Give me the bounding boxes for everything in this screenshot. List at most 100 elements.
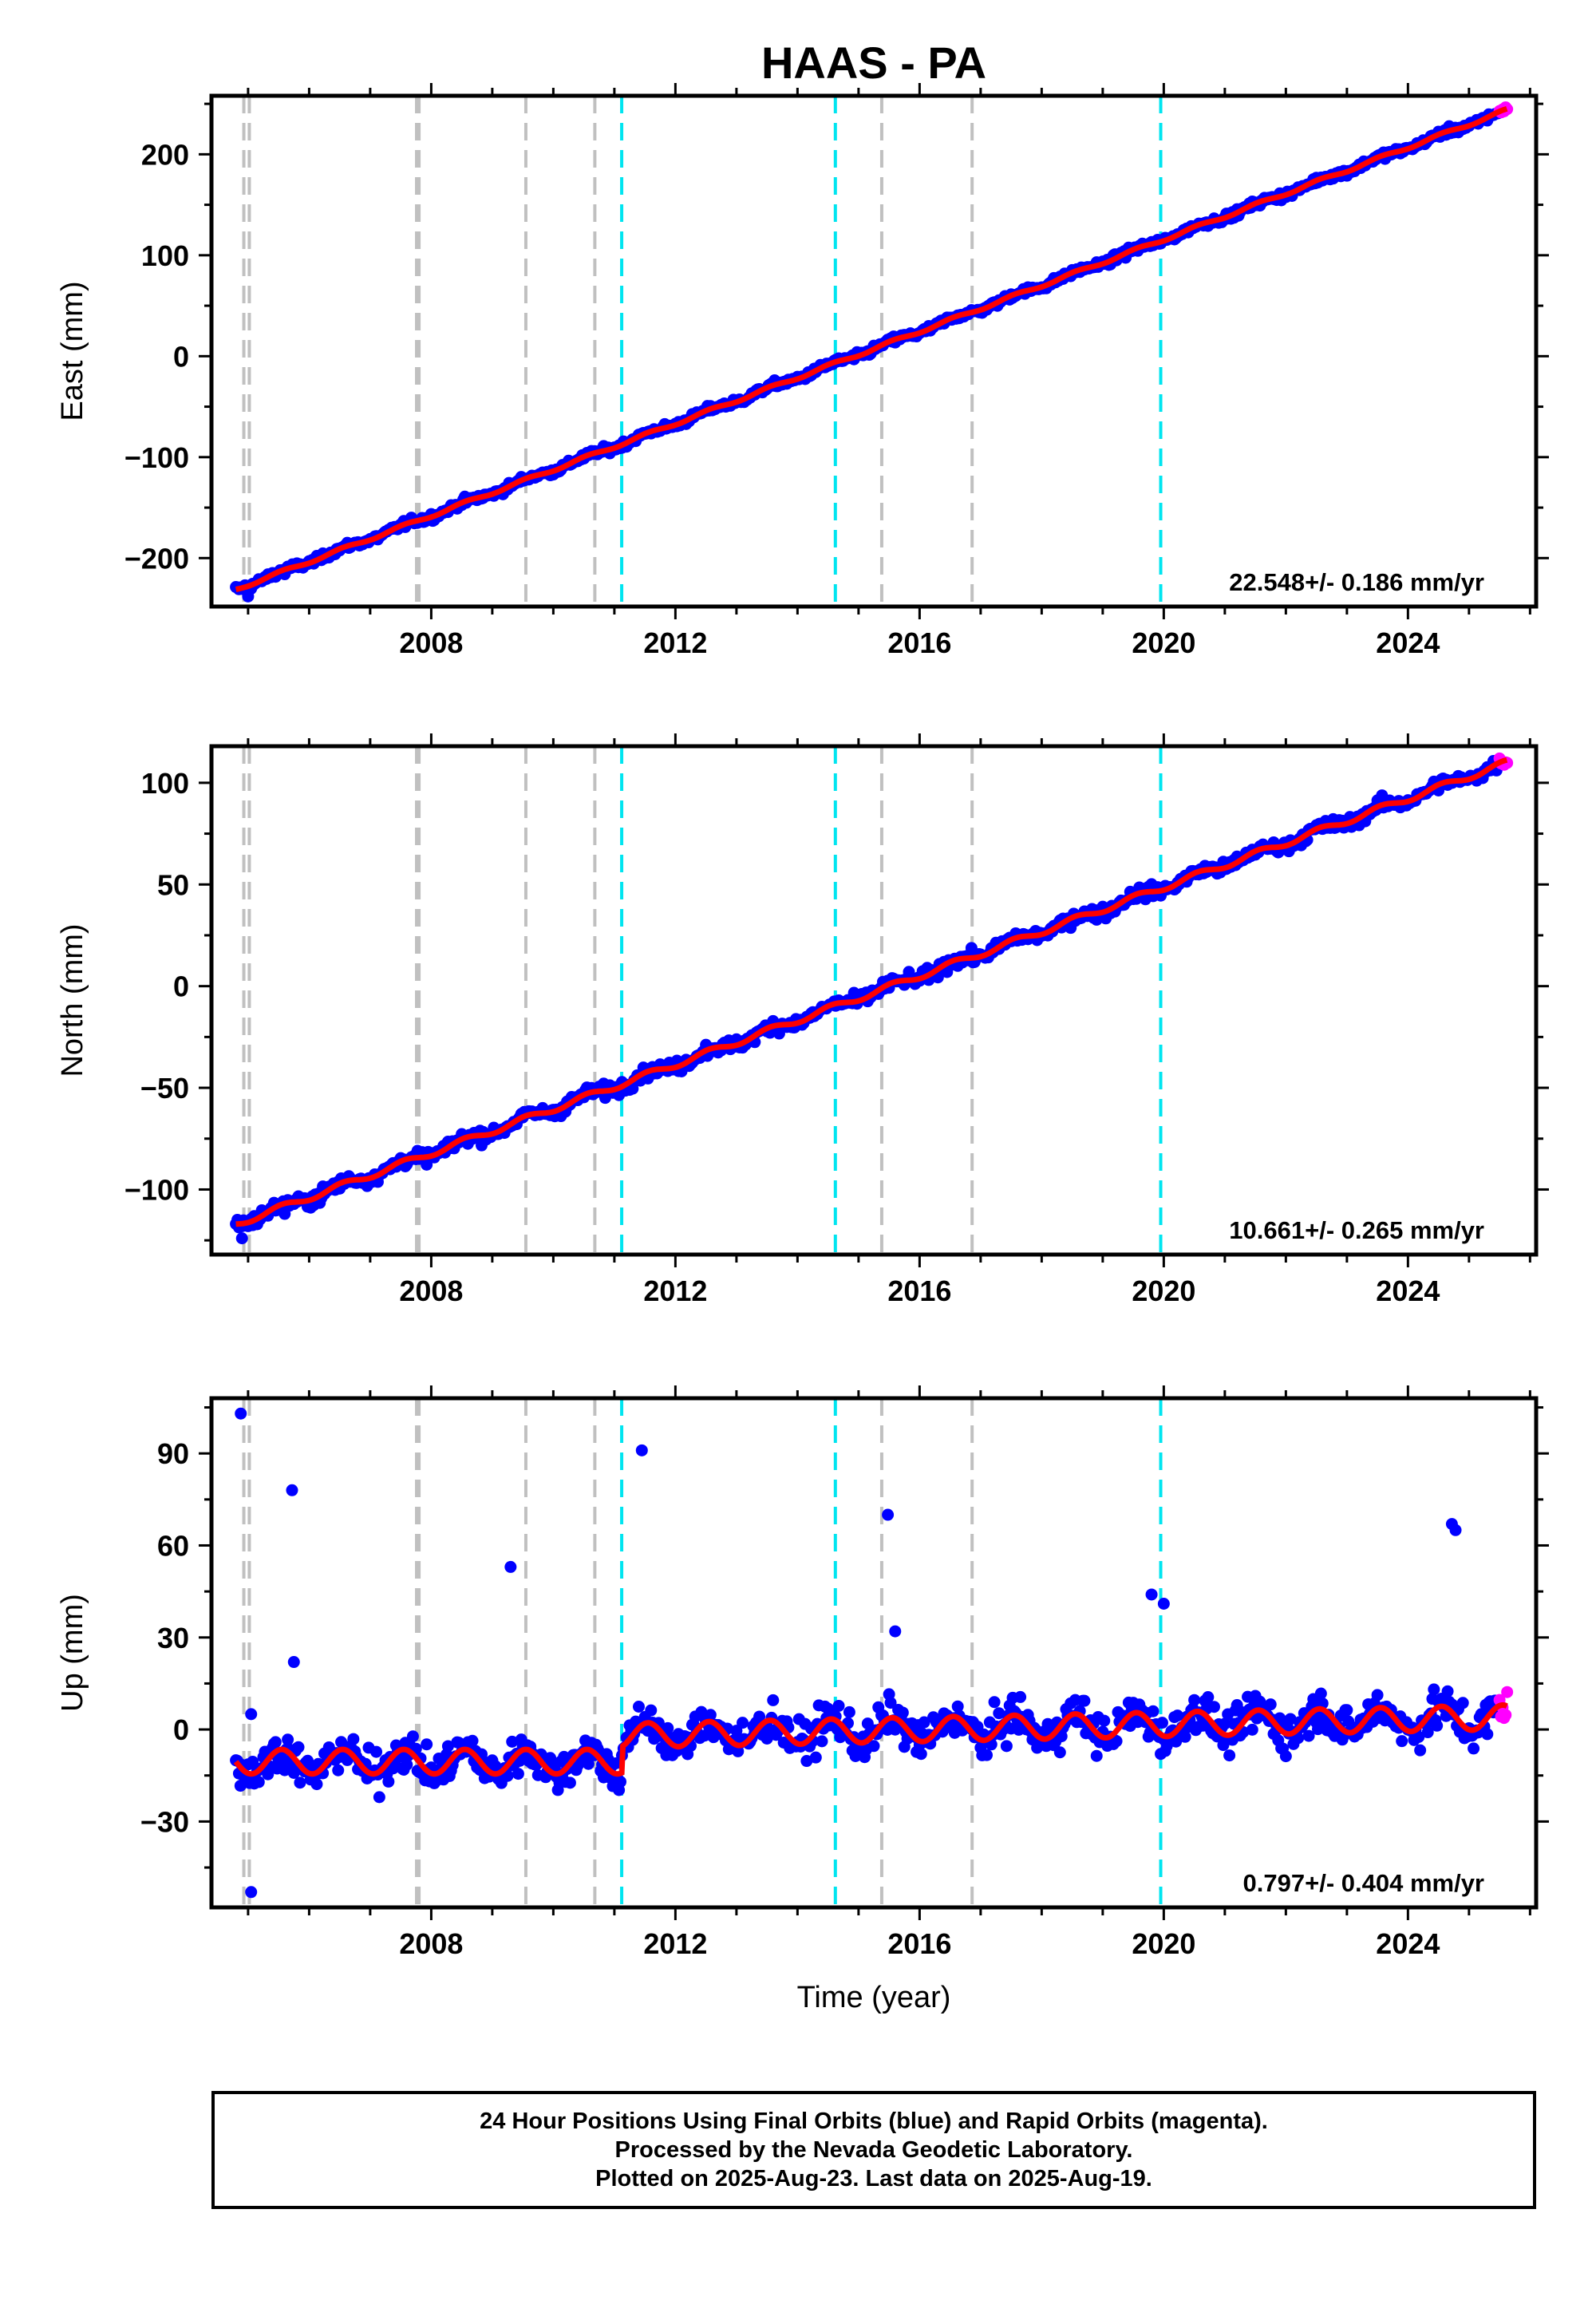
data-point <box>800 1755 813 1768</box>
data-point <box>1246 1723 1258 1736</box>
outlier-point <box>882 1508 895 1521</box>
y-axis-label: Up (mm) <box>56 1594 89 1712</box>
data-point <box>767 1694 780 1706</box>
data-point <box>832 1699 845 1712</box>
data-point <box>981 1749 994 1761</box>
model-fit-line <box>235 105 1508 592</box>
y-tick-label: 100 <box>141 767 189 800</box>
outlier-point <box>635 1444 648 1456</box>
data-point <box>287 1767 300 1780</box>
data-point <box>1501 1686 1514 1698</box>
data-point <box>884 1697 897 1709</box>
y-tick-label: −100 <box>124 441 189 474</box>
data-point <box>753 1710 766 1723</box>
footer-note: 24 Hour Positions Using Final Orbits (bl… <box>211 2091 1536 2209</box>
data-point <box>1188 1694 1201 1706</box>
data-point <box>918 1716 930 1729</box>
x-tick-label: 2024 <box>1376 1275 1440 1307</box>
data-point <box>1441 1685 1454 1697</box>
y-tick-label: 100 <box>141 239 189 272</box>
data-point <box>662 1721 674 1734</box>
rate-label: 22.548+/- 0.186 mm/yr <box>1229 568 1484 596</box>
data-point <box>1207 1701 1220 1713</box>
footer-line-1: 24 Hour Positions Using Final Orbits (bl… <box>480 2109 1268 2134</box>
y-tick-label: 0 <box>173 340 189 373</box>
data-point <box>915 1748 927 1761</box>
data-point <box>563 1777 576 1789</box>
data-point <box>614 1776 627 1788</box>
data-point <box>1090 1749 1103 1762</box>
x-tick-label: 2020 <box>1132 626 1195 659</box>
data-point <box>988 1696 1001 1709</box>
data-point <box>867 1740 880 1753</box>
data-point <box>401 1758 413 1771</box>
data-point <box>896 1706 909 1719</box>
data-point <box>1098 1714 1111 1727</box>
data-point <box>1179 1730 1191 1743</box>
y-tick-label: 50 <box>157 868 189 901</box>
y-tick-label: 30 <box>157 1622 189 1654</box>
data-point <box>1341 1704 1353 1717</box>
data-point <box>809 1751 822 1764</box>
data-point <box>1371 1689 1384 1701</box>
outlier-point <box>287 1656 300 1669</box>
outlier-point <box>245 1886 258 1899</box>
model-fit-line <box>235 757 1508 1227</box>
data-point <box>310 1778 323 1791</box>
outlier-point <box>235 1407 247 1420</box>
outlier-point <box>235 1232 248 1245</box>
data-point <box>1499 1709 1512 1721</box>
x-tick-label: 2016 <box>887 626 951 659</box>
data-point <box>373 1791 385 1804</box>
data-point <box>1456 1697 1469 1709</box>
data-point <box>292 1741 305 1753</box>
data-point <box>1279 1750 1292 1763</box>
data-point <box>512 1768 524 1780</box>
data-point <box>370 1745 383 1758</box>
data-point <box>1156 1717 1168 1729</box>
plot-frame <box>209 93 1539 609</box>
data-point <box>1219 1717 1231 1730</box>
x-tick-label: 2008 <box>399 1927 463 1960</box>
x-tick-label: 2024 <box>1376 1927 1440 1960</box>
y-tick-label: −200 <box>124 542 189 575</box>
y-tick-label: 0 <box>173 970 189 1003</box>
data-point <box>1031 1741 1044 1754</box>
data-point <box>1223 1749 1236 1762</box>
x-tick-label: 2012 <box>643 626 707 659</box>
event-lines <box>242 1398 1163 1907</box>
footer-line-2: Processed by the Nevada Geodetic Laborat… <box>614 2137 1133 2163</box>
x-tick-label: 2012 <box>643 1275 707 1307</box>
data-point <box>1396 1735 1408 1748</box>
model-fit-line <box>233 1702 1508 1777</box>
plot-frame <box>209 744 1539 1257</box>
outlier-point <box>1449 1524 1462 1536</box>
x-tick-label: 2020 <box>1132 1927 1195 1960</box>
data-point <box>347 1733 360 1745</box>
data-point <box>737 1717 749 1729</box>
data-point <box>582 1757 595 1770</box>
footer-line-3: Plotted on 2025-Aug-23. Last data on 202… <box>595 2166 1152 2192</box>
outlier-point <box>286 1484 298 1496</box>
data-point <box>1147 1705 1159 1717</box>
data-point <box>1202 1691 1215 1704</box>
data-point <box>1314 1687 1327 1700</box>
data-point <box>406 1730 419 1743</box>
data-point <box>269 1736 282 1749</box>
data-point <box>816 1735 828 1748</box>
outlier-point <box>1145 1588 1158 1601</box>
data-point <box>252 1776 265 1788</box>
data-points <box>230 1407 1514 1899</box>
data-point <box>1428 1683 1440 1696</box>
y-axis-label: East (mm) <box>56 281 89 421</box>
y-tick-label: −50 <box>140 1072 189 1105</box>
data-point <box>1421 1726 1434 1739</box>
y-tick-label: −100 <box>124 1173 189 1206</box>
plot-frame <box>209 1396 1539 1910</box>
data-point <box>1431 1719 1444 1732</box>
data-point <box>1014 1690 1027 1703</box>
rate-label: 10.661+/- 0.265 mm/yr <box>1229 1216 1484 1244</box>
outlier-point <box>889 1625 902 1638</box>
data-point <box>1284 1713 1297 1725</box>
